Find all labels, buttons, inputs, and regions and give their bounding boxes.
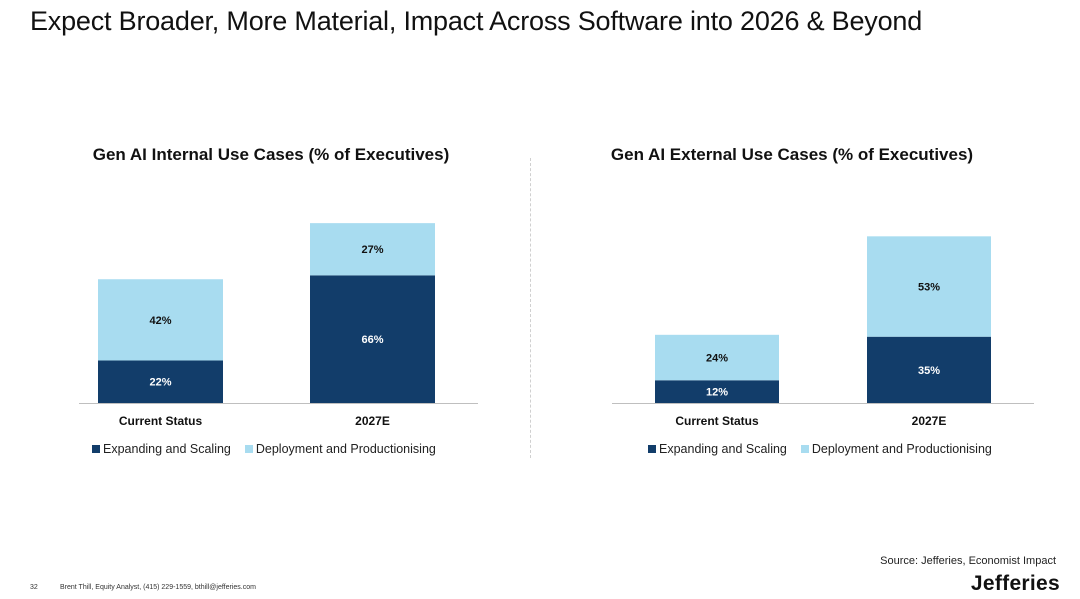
chart-title-external: Gen AI External Use Cases (% of Executiv… [610, 145, 974, 164]
bar-external-expanding-1 [867, 336, 991, 403]
bar-internal-deployment-1 [310, 223, 435, 276]
legend-item-expanding: Expanding and Scaling [92, 442, 231, 456]
data-label-external-deployment-1: 53% [918, 282, 940, 294]
slide-title: Expect Broader, More Material, Impact Ac… [30, 6, 923, 36]
bar-internal-expanding-1 [310, 275, 435, 403]
bar-external-deployment-1 [867, 236, 991, 337]
category-label-internal-1: 2027E [355, 414, 390, 428]
bar-internal-expanding-0 [98, 360, 223, 403]
legend-internal: Expanding and Scaling Deployment and Pro… [92, 442, 450, 456]
legend-external: Expanding and Scaling Deployment and Pro… [648, 442, 1006, 456]
legend-item-deployment: Deployment and Productionising [800, 442, 992, 456]
legend-label-expanding: Expanding and Scaling [659, 442, 787, 456]
legend-swatch-expanding [92, 445, 100, 453]
source-note: Source: Jefferies, Economist Impact [880, 555, 1056, 567]
jefferies-logo: Jefferies [970, 572, 1060, 595]
data-label-internal-expanding-1: 66% [361, 334, 383, 346]
legend-label-expanding: Expanding and Scaling [103, 442, 231, 456]
legend-swatch-deployment [244, 445, 253, 453]
category-label-internal-0: Current Status [119, 414, 203, 428]
bar-external-expanding-0 [655, 380, 779, 403]
legend-swatch-expanding [648, 445, 656, 453]
data-label-external-expanding-0: 12% [706, 387, 728, 399]
data-label-internal-deployment-1: 27% [361, 244, 383, 256]
data-label-internal-deployment-0: 42% [149, 315, 171, 327]
legend-label-deployment: Deployment and Productionising [811, 442, 992, 456]
data-label-external-expanding-1: 35% [918, 365, 940, 377]
author-line: Brent Thill, Equity Analyst, (415) 229-1… [60, 584, 256, 591]
legend-swatch-deployment [800, 445, 809, 453]
legend-item-deployment: Deployment and Productionising [244, 442, 436, 456]
category-label-external-0: Current Status [675, 414, 759, 428]
bar-external-deployment-0 [655, 334, 779, 381]
chart-title-internal: Gen AI Internal Use Cases (% of Executiv… [92, 145, 450, 164]
page-number: 32 [30, 584, 38, 591]
legend-label-deployment: Deployment and Productionising [255, 442, 436, 456]
chart-divider [530, 158, 531, 458]
legend-item-expanding: Expanding and Scaling [648, 442, 787, 456]
category-label-external-1: 2027E [912, 414, 947, 428]
data-label-internal-expanding-0: 22% [149, 377, 171, 389]
bar-internal-deployment-0 [98, 279, 223, 361]
data-label-external-deployment-0: 24% [706, 353, 728, 365]
